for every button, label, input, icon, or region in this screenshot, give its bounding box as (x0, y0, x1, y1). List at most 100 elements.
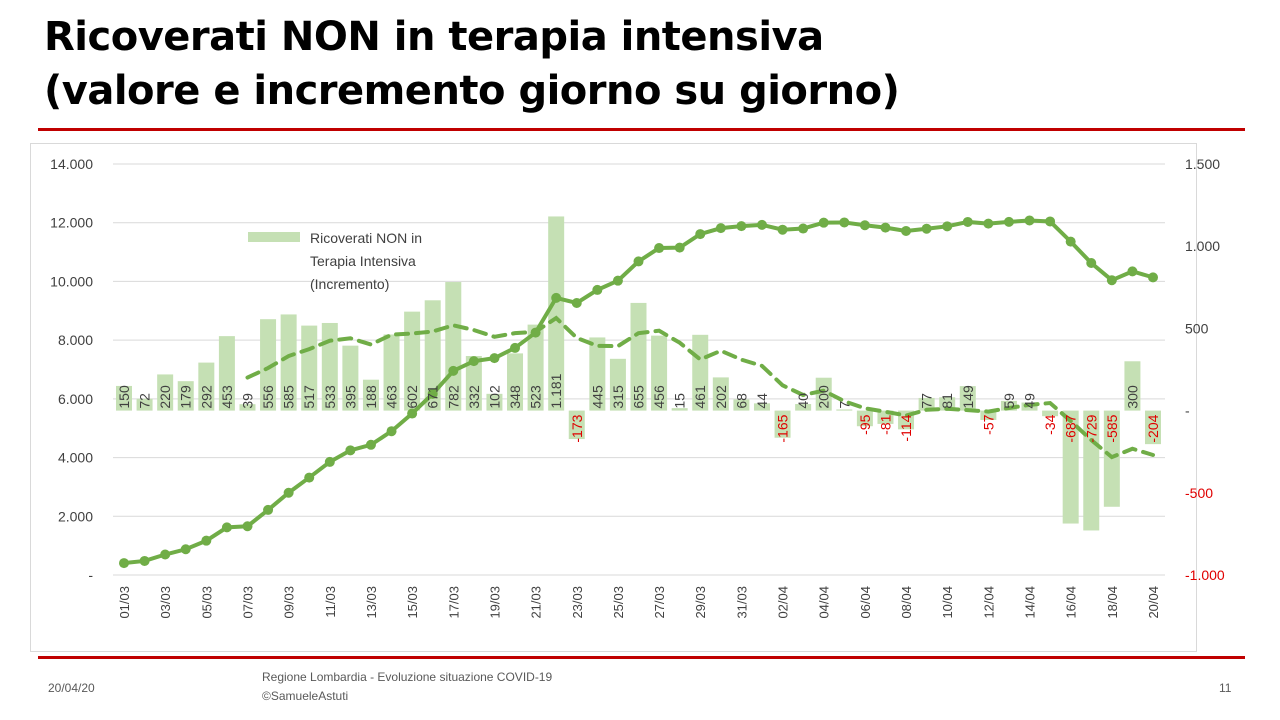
footer-author: ©SamueleAstuti (262, 689, 349, 703)
x-axis-tick-label: 11/03 (323, 586, 338, 618)
bar-data-label: -687 (1063, 414, 1079, 442)
bar (609, 358, 626, 411)
value-point (777, 224, 788, 235)
value-point (695, 229, 706, 240)
bar-data-label: 149 (960, 385, 976, 409)
value-point (304, 472, 315, 483)
x-axis-tick-label: 14/04 (1023, 586, 1038, 619)
value-point (921, 223, 932, 234)
bar (260, 319, 277, 411)
value-point (365, 439, 376, 450)
left-axis-tick-label: 4.000 (58, 450, 93, 466)
x-axis-tick-label: 02/04 (776, 586, 791, 619)
bar-data-label: -729 (1083, 414, 1099, 442)
bar (465, 356, 482, 411)
bar (404, 311, 421, 411)
value-point (942, 221, 953, 232)
bar (1145, 410, 1161, 445)
value-point (654, 243, 665, 254)
x-axis-tick-label: 21/03 (529, 586, 544, 619)
value-point (324, 456, 335, 467)
left-axis-tick-label: 6.000 (58, 391, 93, 407)
bar-data-label: 188 (363, 385, 379, 409)
value-point (448, 365, 459, 376)
legend-label: Ricoverati NON in (310, 230, 422, 246)
bar (116, 385, 132, 411)
value-point (510, 342, 521, 353)
bar-data-label: -57 (980, 414, 996, 434)
bar (630, 302, 647, 411)
bar-data-label: -95 (857, 414, 873, 434)
bar-data-label: 68 (733, 393, 749, 409)
bar (733, 399, 750, 411)
bar-data-label: 463 (384, 385, 400, 409)
bar-data-label: 461 (692, 385, 708, 409)
x-axis-tick-label: 01/03 (117, 586, 132, 619)
bar (1083, 410, 1100, 531)
bar-data-label: 655 (631, 385, 647, 409)
bar-data-label: -585 (1104, 414, 1120, 442)
bar-data-label: 179 (178, 385, 194, 409)
bar-data-label: 348 (507, 385, 523, 409)
value-point (386, 426, 397, 437)
bar-data-label: 202 (713, 385, 729, 409)
bar (424, 300, 441, 411)
bar-data-label: 556 (260, 385, 276, 409)
value-point (283, 487, 294, 498)
x-axis-tick-label: 27/03 (652, 586, 667, 619)
value-point (119, 558, 129, 569)
bar (589, 337, 606, 411)
bar-data-label: 40 (795, 393, 811, 409)
bar-data-label: 782 (445, 385, 461, 409)
value-point (592, 284, 603, 295)
value-point (1065, 236, 1076, 247)
top-divider (38, 128, 1245, 131)
x-axis-tick-label: 25/03 (611, 586, 626, 619)
bar-data-label: 77 (919, 393, 935, 409)
bar (342, 345, 359, 411)
bar-data-label: -165 (775, 414, 791, 442)
bar-data-label: 292 (198, 385, 214, 409)
value-point (612, 275, 623, 286)
bar-data-label: -81 (877, 414, 893, 434)
bar-data-label: 7 (836, 401, 852, 409)
value-point (633, 256, 644, 267)
value-point (221, 522, 232, 533)
bar (774, 410, 791, 438)
bar-data-label: 220 (157, 385, 173, 409)
x-axis-tick-label: 18/04 (1105, 586, 1120, 619)
value-point (201, 535, 212, 546)
x-axis-tick-label: 05/03 (199, 586, 214, 619)
value-point (1127, 266, 1138, 277)
bar-data-label: 1.181 (548, 373, 564, 408)
slide-title: Ricoverati NON in terapia intensiva (val… (44, 10, 900, 118)
bar-data-label: 395 (342, 385, 358, 409)
bar (651, 335, 668, 411)
value-point (345, 445, 356, 456)
bar (836, 409, 853, 411)
bar-data-label: -34 (1042, 414, 1058, 434)
bar-data-label: 585 (281, 385, 297, 409)
bar-data-label: 315 (610, 385, 626, 409)
x-axis-tick-label: 17/03 (446, 586, 461, 619)
value-point (674, 242, 685, 253)
value-point (901, 225, 912, 236)
bar (218, 336, 235, 411)
left-axis-tick-label: 12.000 (50, 215, 93, 231)
value-point (818, 217, 829, 228)
value-point (407, 408, 418, 419)
left-axis-tick-label: 8.000 (58, 332, 93, 348)
bar (198, 362, 215, 411)
bar-data-label: 81 (939, 393, 955, 409)
right-axis-tick-label: -1.000 (1185, 567, 1225, 583)
x-axis-tick-label: 10/04 (940, 586, 955, 619)
value-point (1148, 272, 1158, 283)
left-axis-tick-label: - (88, 567, 93, 583)
value-point (798, 223, 809, 234)
value-point (1003, 216, 1014, 227)
right-axis-tick-label: -500 (1185, 485, 1213, 501)
bar (280, 314, 297, 411)
x-axis-tick-label: 09/03 (282, 586, 297, 619)
value-point (839, 217, 850, 228)
